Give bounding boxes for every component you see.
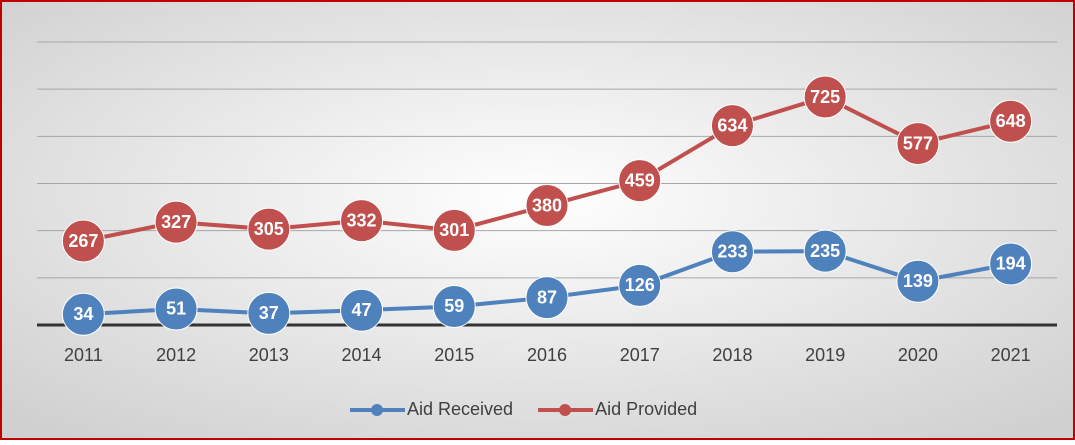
legend-marker [371,404,383,416]
point-marker [61,219,105,263]
point-marker [803,229,847,273]
point-marker [154,200,198,244]
data-label: 459 [625,170,655,190]
x-tick-label: 2018 [712,345,752,365]
data-label: 139 [903,271,933,291]
point-marker [154,287,198,331]
point-marker [896,259,940,303]
legend-label: Aid Received [407,399,513,419]
data-label: 634 [717,115,747,135]
data-label: 577 [903,133,933,153]
x-tick-label: 2012 [156,345,196,365]
point-marker [989,242,1033,286]
data-label: 126 [625,275,655,295]
x-tick-label: 2013 [249,345,289,365]
data-label: 332 [347,210,377,230]
data-label: 235 [810,241,840,261]
x-tick-label: 2015 [434,345,474,365]
data-label: 305 [254,219,284,239]
point-marker [340,199,384,243]
x-tick-label: 2021 [991,345,1031,365]
data-label: 194 [996,254,1026,274]
data-label: 37 [259,303,279,323]
data-label: 51 [166,299,186,319]
x-tick-label: 2016 [527,345,567,365]
data-label: 380 [532,195,562,215]
point-marker [896,122,940,166]
point-marker [710,104,754,148]
point-marker [803,75,847,119]
data-label: 59 [444,296,464,316]
data-label: 301 [439,220,469,240]
point-marker [618,159,662,203]
x-tick-label: 2019 [805,345,845,365]
point-marker [710,230,754,274]
data-label: 267 [68,231,98,251]
x-tick-label: 2014 [342,345,382,365]
data-label: 648 [996,111,1026,131]
x-tick-label: 2020 [898,345,938,365]
data-label: 725 [810,87,840,107]
legend-label: Aid Provided [595,399,697,419]
legend-marker [559,404,572,416]
x-tick-label: 2011 [64,345,103,365]
data-label: 327 [161,212,191,232]
point-marker [432,284,476,328]
x-tick-label: 2017 [620,345,660,365]
data-label: 87 [537,287,557,307]
point-marker [247,291,291,335]
point-marker [525,276,569,320]
point-marker [340,288,384,332]
point-marker [989,99,1033,143]
point-marker [432,208,476,252]
point-marker [618,263,662,307]
point-marker [247,207,291,251]
point-marker [61,292,105,336]
data-label: 34 [73,304,93,324]
data-label: 47 [352,300,372,320]
data-label: 233 [717,241,747,261]
point-marker [525,184,569,228]
